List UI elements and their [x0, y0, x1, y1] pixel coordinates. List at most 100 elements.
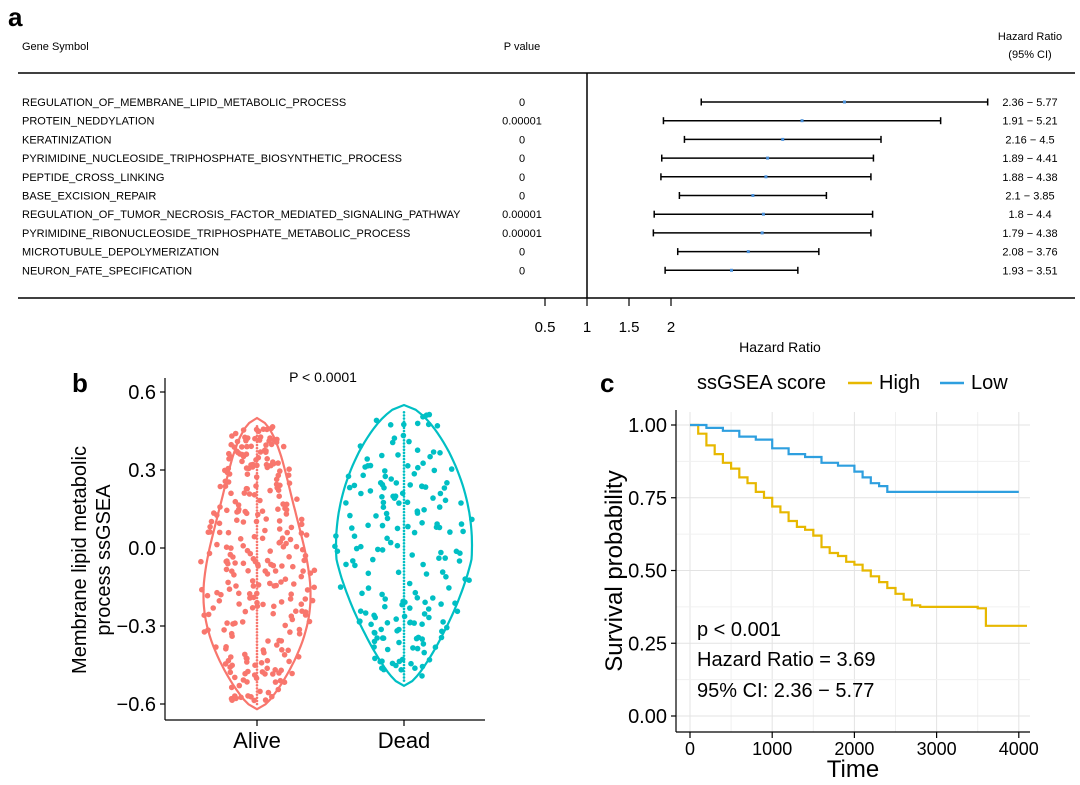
data-point-alive — [246, 491, 253, 497]
data-point-dead — [444, 624, 450, 631]
data-point-alive — [228, 490, 234, 497]
data-point-dead — [349, 525, 355, 531]
data-point-dead — [345, 473, 352, 480]
center-dot — [402, 576, 406, 579]
data-point-alive — [291, 581, 297, 587]
center-dot — [402, 417, 406, 420]
hr-header-line2: (95% CI) — [1008, 49, 1051, 61]
data-point-alive — [275, 472, 282, 479]
data-point-dead — [375, 546, 381, 553]
center-dot — [402, 585, 406, 589]
violin-tick-label: −0.6 — [117, 694, 156, 716]
data-point-dead — [443, 574, 449, 580]
data-point-alive — [272, 667, 279, 673]
data-point-alive — [265, 689, 272, 696]
data-point-alive — [234, 517, 240, 523]
hr-ci-text: 1.79 − 4.38 — [1002, 228, 1057, 240]
center-dot — [402, 554, 406, 558]
data-point-dead — [438, 549, 444, 556]
center-dot — [402, 520, 406, 523]
center-dot — [402, 560, 406, 564]
data-point-dead — [379, 665, 385, 671]
data-point-dead — [407, 605, 413, 611]
p-value: 0.00001 — [502, 209, 542, 221]
data-point-alive — [275, 460, 281, 466]
center-dot — [255, 687, 259, 690]
data-point-dead — [382, 596, 389, 602]
center-dot — [255, 549, 259, 553]
center-dot — [255, 531, 259, 534]
panel-label-a: a — [8, 2, 23, 32]
center-dot — [402, 538, 406, 542]
center-dot — [255, 615, 259, 618]
forest-row: KERATINIZATION 0 2.16 − 4.5 — [22, 134, 1055, 146]
data-point-dead — [406, 580, 413, 587]
data-point-dead — [448, 466, 455, 472]
data-point-dead — [442, 555, 449, 561]
center-dot — [402, 679, 406, 682]
center-dot — [402, 573, 406, 576]
data-point-alive — [199, 586, 205, 593]
data-point-dead — [409, 552, 416, 558]
data-point-alive — [229, 433, 235, 439]
violin-ylabel-line1: Membrane lipid metabolic — [69, 446, 91, 674]
data-point-alive — [254, 599, 260, 606]
data-point-dead — [426, 614, 432, 621]
data-point-alive — [250, 583, 257, 589]
data-point-alive — [298, 573, 305, 580]
data-point-alive — [233, 695, 239, 702]
data-point-alive — [267, 548, 274, 554]
forest-xlabel: Hazard Ratio — [739, 339, 821, 355]
data-point-dead — [430, 595, 436, 601]
data-point-dead — [411, 471, 418, 477]
data-point-alive — [264, 456, 271, 462]
center-dot — [402, 467, 406, 470]
center-dot — [402, 676, 406, 679]
data-point-alive — [275, 686, 282, 693]
violin-tick-label: 0.0 — [128, 538, 156, 560]
data-point-alive — [249, 578, 256, 584]
km-ticks: 0 1000 2000 3000 4000 1.00 0.75 0.50 0.25 0.00 — [628, 415, 1039, 759]
center-dot — [402, 479, 406, 483]
data-point-dead — [379, 494, 385, 500]
data-point-alive — [270, 671, 276, 677]
data-point-dead — [431, 467, 438, 474]
data-point-dead — [384, 535, 390, 542]
center-dot — [255, 609, 259, 612]
center-dot — [402, 595, 406, 598]
gene-name: PYRIMIDINE_NUCLEOSIDE_TRIPHOSPHATE_BIOSY… — [22, 153, 402, 165]
data-point-dead — [427, 453, 433, 460]
data-point-dead — [350, 558, 356, 564]
violin-y-ticks: 0.6 0.3 0.0 −0.3 −0.6 — [117, 382, 165, 716]
data-point-alive — [240, 560, 247, 567]
data-point-alive — [276, 493, 283, 500]
km-legend-title: ssGSEA score — [697, 372, 826, 394]
data-point-alive — [293, 543, 300, 550]
data-point-dead — [396, 658, 403, 665]
p-value: 0.00001 — [502, 116, 542, 128]
center-dot — [255, 546, 259, 550]
data-point-alive — [248, 443, 254, 450]
data-point-dead — [434, 521, 440, 527]
data-point-dead — [380, 499, 387, 506]
data-point-alive — [309, 597, 316, 604]
center-dot — [255, 574, 259, 578]
data-point-dead — [377, 658, 384, 665]
data-point-dead — [371, 612, 377, 619]
data-point-alive — [239, 444, 245, 450]
data-point-alive — [283, 511, 290, 517]
data-point-dead — [420, 460, 426, 467]
center-dot — [255, 643, 259, 647]
data-point-dead — [370, 556, 376, 563]
p-value: 0 — [519, 153, 525, 165]
data-point-dead — [360, 472, 367, 479]
center-dot — [255, 693, 259, 696]
gene-name: REGULATION_OF_MEMBRANE_LIPID_METABOLIC_P… — [22, 97, 346, 109]
center-dot — [402, 501, 406, 505]
data-point-alive — [198, 558, 204, 565]
gene-name: PEPTIDE_CROSS_LINKING — [22, 172, 164, 184]
data-point-alive — [298, 530, 305, 536]
center-dot — [402, 454, 406, 458]
data-point-alive — [217, 504, 223, 510]
